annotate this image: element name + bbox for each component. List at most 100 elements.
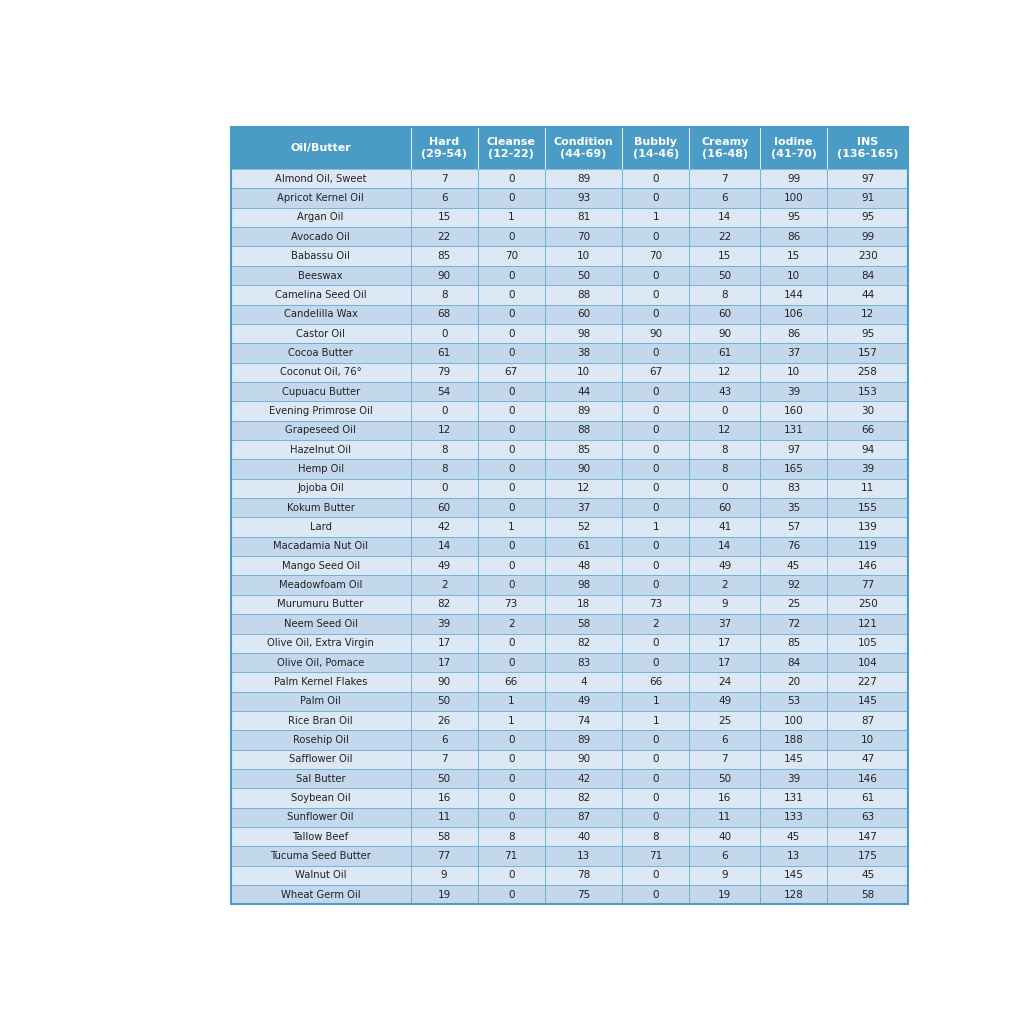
Bar <box>478 885 545 904</box>
Bar <box>760 188 827 208</box>
Text: 11: 11 <box>861 483 874 494</box>
Bar <box>760 266 827 286</box>
Bar <box>623 750 689 769</box>
Bar <box>689 498 760 517</box>
Text: 77: 77 <box>861 581 874 590</box>
Text: 0: 0 <box>508 638 514 648</box>
Bar <box>545 382 623 401</box>
Text: 0: 0 <box>508 561 514 570</box>
Bar <box>623 440 689 460</box>
Text: 70: 70 <box>505 251 518 261</box>
Bar <box>623 808 689 827</box>
Text: 84: 84 <box>786 657 800 668</box>
Text: 1: 1 <box>652 212 659 222</box>
Bar <box>623 247 689 266</box>
Text: 87: 87 <box>861 716 874 726</box>
Bar <box>827 672 908 691</box>
Text: 43: 43 <box>718 387 731 396</box>
Text: Palm Kernel Flakes: Palm Kernel Flakes <box>274 677 368 687</box>
Bar <box>689 362 760 382</box>
Bar <box>478 382 545 401</box>
Text: 50: 50 <box>718 270 731 281</box>
Bar <box>827 517 908 537</box>
Text: 0: 0 <box>508 812 514 822</box>
Bar <box>411 769 478 788</box>
Bar <box>689 827 760 847</box>
Bar <box>760 865 827 885</box>
Bar <box>230 634 411 653</box>
Bar <box>760 227 827 247</box>
Text: 0: 0 <box>508 231 514 242</box>
Text: 175: 175 <box>858 851 878 861</box>
Bar <box>827 575 908 595</box>
Bar <box>689 614 760 634</box>
Bar <box>623 304 689 324</box>
Text: 54: 54 <box>437 387 451 396</box>
Text: 2: 2 <box>441 581 447 590</box>
Bar <box>411 498 478 517</box>
Text: 10: 10 <box>577 251 590 261</box>
Bar <box>230 127 411 169</box>
Bar <box>411 808 478 827</box>
Text: 45: 45 <box>786 561 800 570</box>
Text: 6: 6 <box>441 735 447 744</box>
Bar <box>623 556 689 575</box>
Bar <box>411 827 478 847</box>
Text: 16: 16 <box>718 793 731 803</box>
Bar <box>545 324 623 343</box>
Bar <box>545 575 623 595</box>
Bar <box>478 169 545 188</box>
Text: 0: 0 <box>652 793 659 803</box>
Text: 7: 7 <box>441 174 447 183</box>
Bar <box>411 440 478 460</box>
Text: 12: 12 <box>861 309 874 319</box>
Bar <box>827 169 908 188</box>
Bar <box>827 711 908 730</box>
Text: 17: 17 <box>437 638 451 648</box>
Text: Oil/Butter: Oil/Butter <box>290 143 351 153</box>
Bar <box>545 808 623 827</box>
Bar <box>689 847 760 865</box>
Text: 8: 8 <box>441 290 447 300</box>
Bar <box>623 478 689 498</box>
Bar <box>623 460 689 478</box>
Text: 60: 60 <box>718 503 731 513</box>
Text: 0: 0 <box>508 329 514 339</box>
Bar <box>478 575 545 595</box>
Text: 0: 0 <box>508 774 514 783</box>
Bar <box>411 595 478 614</box>
Text: 58: 58 <box>861 890 874 900</box>
Text: 131: 131 <box>783 793 804 803</box>
Bar <box>623 865 689 885</box>
Bar <box>545 169 623 188</box>
Text: 71: 71 <box>505 851 518 861</box>
Text: 0: 0 <box>652 174 659 183</box>
Text: 48: 48 <box>577 561 590 570</box>
Text: 8: 8 <box>652 831 659 842</box>
Text: Hard
(29-54): Hard (29-54) <box>421 137 467 159</box>
Text: Tucuma Seed Butter: Tucuma Seed Butter <box>270 851 371 861</box>
Text: 83: 83 <box>786 483 800 494</box>
Bar <box>827 788 908 808</box>
Text: 10: 10 <box>577 368 590 377</box>
Text: 70: 70 <box>649 251 663 261</box>
Bar <box>623 208 689 227</box>
Text: 147: 147 <box>858 831 878 842</box>
Text: 2: 2 <box>508 618 514 629</box>
Text: 2: 2 <box>722 581 728 590</box>
Text: 100: 100 <box>783 716 804 726</box>
Text: 39: 39 <box>861 464 874 474</box>
Text: INS
(136-165): INS (136-165) <box>837 137 898 159</box>
Text: Iodine
(41-70): Iodine (41-70) <box>771 137 816 159</box>
Text: 128: 128 <box>783 890 804 900</box>
Bar <box>827 634 908 653</box>
Bar <box>478 498 545 517</box>
Text: 90: 90 <box>718 329 731 339</box>
Bar <box>827 847 908 865</box>
Text: 84: 84 <box>861 270 874 281</box>
Text: 0: 0 <box>508 387 514 396</box>
Text: 250: 250 <box>858 599 878 609</box>
Text: Almond Oil, Sweet: Almond Oil, Sweet <box>274 174 367 183</box>
Text: Lard: Lard <box>309 522 332 532</box>
Text: 6: 6 <box>441 194 447 203</box>
